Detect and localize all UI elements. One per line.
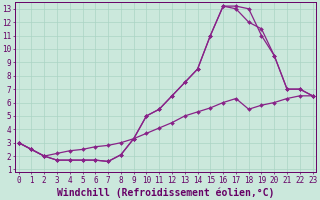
X-axis label: Windchill (Refroidissement éolien,°C): Windchill (Refroidissement éolien,°C) bbox=[57, 187, 274, 198]
